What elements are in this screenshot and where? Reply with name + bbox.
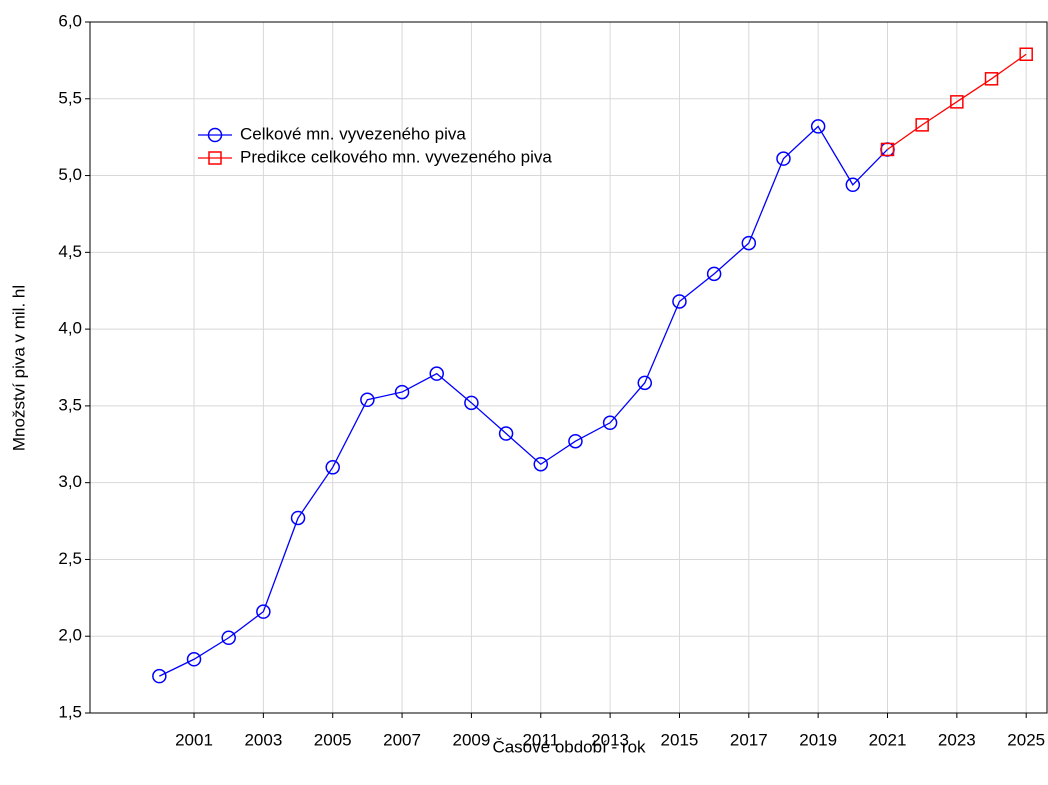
data-point <box>637 375 653 391</box>
data-point <box>880 142 895 157</box>
x-tick-label: 2005 <box>314 730 352 749</box>
legend-label: Celkové mn. vyvezeného piva <box>240 124 466 143</box>
x-tick-label: 2001 <box>175 730 213 749</box>
data-point <box>984 72 999 86</box>
y-tick-label: 2,5 <box>58 549 82 568</box>
y-tick-label: 4,0 <box>58 319 82 338</box>
y-tick-label: 5,5 <box>58 88 82 107</box>
y-tick-label: 6,0 <box>58 11 82 30</box>
x-tick-label: 2007 <box>383 730 421 749</box>
x-tick-label: 2013 <box>591 730 629 749</box>
data-point <box>394 384 410 400</box>
data-point <box>810 119 826 134</box>
data-point <box>568 433 583 449</box>
y-tick-label: 3,0 <box>58 472 82 491</box>
data-point <box>325 460 340 475</box>
data-point <box>845 177 861 193</box>
x-tick-label: 2003 <box>244 730 282 749</box>
data-point <box>429 366 444 381</box>
y-tick-label: 2,0 <box>58 626 82 645</box>
x-tick-label: 2011 <box>522 730 559 749</box>
data-point <box>290 510 306 526</box>
series-line <box>887 53 1027 150</box>
data-point <box>672 294 687 309</box>
data-point <box>256 604 271 619</box>
legend-marker <box>208 151 222 165</box>
data-point <box>741 235 757 251</box>
y-axis-label: Množství piva v mil. hl <box>9 285 28 451</box>
x-tick-label: 2023 <box>938 730 976 749</box>
data-point <box>706 266 722 282</box>
data-point <box>360 392 375 407</box>
x-tick-label: 2015 <box>661 730 699 749</box>
data-point <box>533 456 549 472</box>
data-point <box>1019 47 1033 61</box>
x-tick-label: 2021 <box>869 730 907 749</box>
data-point <box>152 668 167 684</box>
data-point <box>221 630 236 646</box>
y-tick-label: 3,5 <box>58 395 82 414</box>
legend-marker <box>207 127 223 143</box>
y-tick-label: 5,0 <box>58 165 82 184</box>
x-tick-label: 2009 <box>452 730 490 749</box>
x-tick-label: 2017 <box>730 730 768 749</box>
data-point <box>602 415 618 431</box>
y-tick-label: 1,5 <box>58 702 82 721</box>
data-point <box>915 118 929 132</box>
data-point <box>186 652 202 667</box>
x-axis-label: Časové období - rok <box>492 737 646 756</box>
data-point <box>950 95 964 109</box>
series-line <box>159 125 888 677</box>
x-tick-label: 2025 <box>1007 730 1045 749</box>
data-point <box>464 395 479 411</box>
data-point <box>776 151 791 166</box>
data-point <box>498 426 514 441</box>
legend-label: Predikce celkového mn. vyvezeného piva <box>240 147 552 166</box>
y-tick-label: 4,5 <box>58 242 82 261</box>
plot-frame <box>89 21 1048 714</box>
x-tick-label: 2019 <box>799 730 837 749</box>
